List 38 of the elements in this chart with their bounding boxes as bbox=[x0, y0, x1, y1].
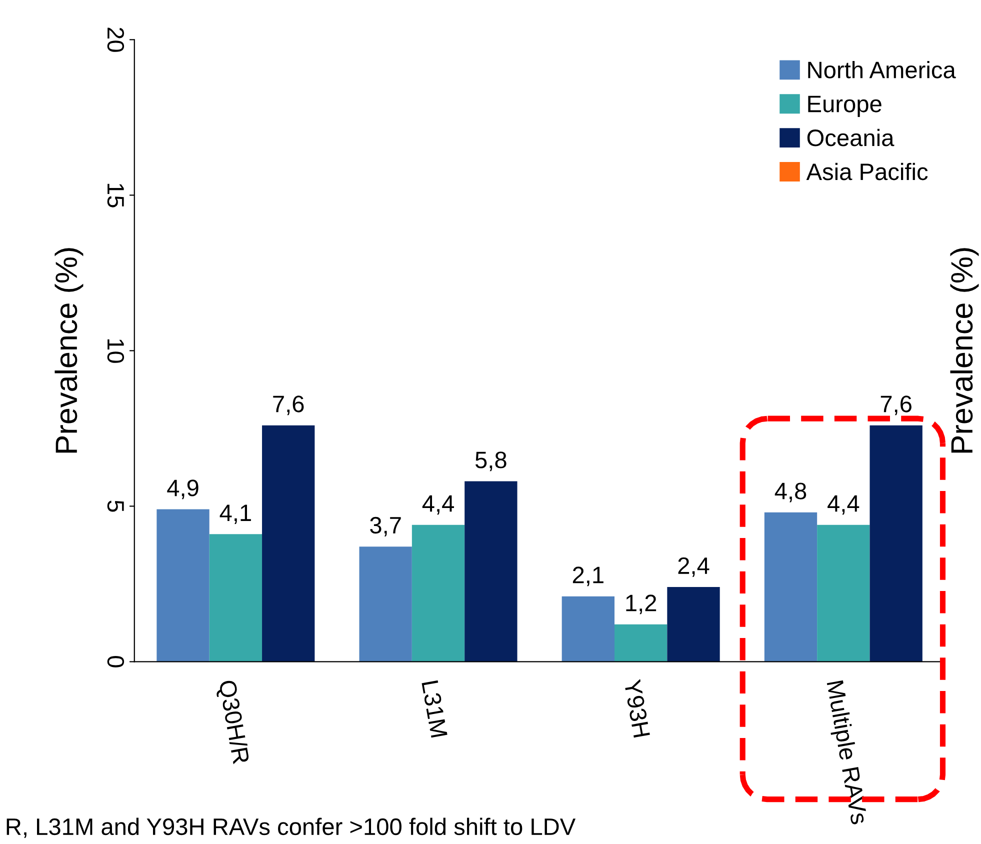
data-label: 4,4 bbox=[422, 495, 454, 515]
x-tick-label: Y93H bbox=[624, 678, 650, 738]
bar bbox=[562, 596, 615, 662]
x-tick-label: Q30H/R bbox=[214, 679, 250, 766]
y-tick-label: 5 bbox=[107, 500, 124, 512]
data-label: 1,2 bbox=[626, 594, 656, 614]
bar bbox=[412, 524, 465, 662]
y-axis-title: Prevalence (%) bbox=[54, 248, 84, 453]
bar bbox=[817, 524, 870, 662]
legend-label: Oceania bbox=[807, 128, 894, 146]
data-label: 5,8 bbox=[475, 452, 506, 472]
legend-label: North America bbox=[808, 61, 956, 78]
bar bbox=[667, 587, 720, 662]
data-label: 4,1 bbox=[220, 504, 251, 524]
y-tick-label: 20 bbox=[107, 28, 124, 52]
bar bbox=[262, 425, 315, 662]
data-label: 2,1 bbox=[572, 566, 604, 586]
data-label: 3,7 bbox=[370, 516, 401, 536]
y-tick-label: 0 bbox=[107, 656, 124, 668]
data-label: 7,6 bbox=[273, 396, 304, 416]
bar bbox=[614, 624, 668, 662]
x-tick-label: Multiple RAVs bbox=[822, 680, 869, 826]
data-label: 4,4 bbox=[828, 495, 860, 515]
data-label: 2,4 bbox=[678, 557, 710, 577]
y-tick-label: 15 bbox=[107, 184, 124, 208]
bar bbox=[209, 534, 262, 662]
legend-label: Europe bbox=[808, 96, 882, 117]
bar bbox=[464, 481, 518, 662]
text: R, L31M and Y93H RAVs confer >100 fold shift to LDV bbox=[6, 818, 576, 838]
bar bbox=[156, 509, 210, 662]
data-label: 7,6 bbox=[880, 396, 912, 416]
data-label: 4,8 bbox=[774, 482, 806, 502]
data-label: 4,9 bbox=[167, 480, 198, 500]
bar bbox=[359, 546, 412, 662]
y-tick-label: 10 bbox=[107, 339, 124, 363]
y2-axis-title: Prevalence (%) bbox=[950, 248, 979, 453]
x-tick-label: L31M bbox=[422, 680, 448, 738]
legend-label: Asia Pacific bbox=[806, 162, 928, 180]
